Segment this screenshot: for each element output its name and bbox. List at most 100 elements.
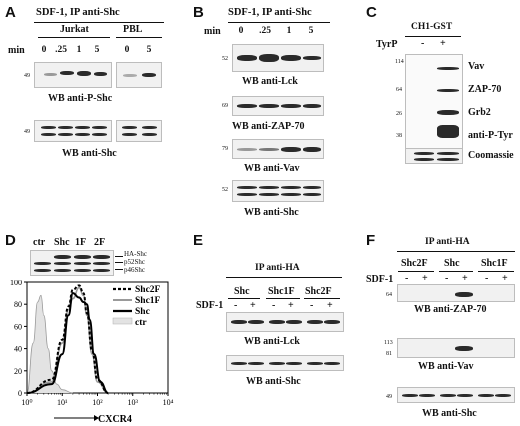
histogram-series-shc <box>26 292 109 394</box>
panel-d-band-hashc: HA-Shc <box>124 250 147 258</box>
panel-f-sign-4: - <box>485 273 489 284</box>
panel-c-tyrp-label: TyrP <box>376 39 398 50</box>
panel-c-plus: + <box>440 38 446 49</box>
panel-b-blot-shc <box>232 180 324 202</box>
panel-f-group-rule-3 <box>478 271 514 272</box>
panel-letter-c: C <box>366 4 377 21</box>
panel-a-title-rule <box>34 22 164 23</box>
histogram-series-ctr <box>26 294 73 394</box>
panel-e-blot1-label: WB anti-Lck <box>244 336 300 347</box>
y-tick-label: 20 <box>14 367 22 376</box>
panel-a-jurkat-rule <box>38 37 110 38</box>
panel-e-group-rule-2 <box>266 298 300 299</box>
histogram-series-shc2f <box>26 284 109 394</box>
panel-b-mw-shc: 52 <box>222 187 228 193</box>
panel-e-blot2-label: WB anti-Shc <box>246 376 301 387</box>
panel-a-blot-pshc-pbl <box>116 62 162 88</box>
x-tick-label: 10¹ <box>57 398 68 407</box>
panel-a-min-label: min <box>8 45 25 56</box>
panel-d-band-p52shc: p52Shc <box>124 258 145 266</box>
panel-e-sign-4: - <box>310 300 314 311</box>
panel-f-sign-5: + <box>502 273 508 284</box>
panel-d-lane-2f: 2F <box>94 237 106 248</box>
panel-c-blot-coomassie <box>405 148 463 164</box>
panel-a-blot-pshc-jurkat <box>34 62 112 88</box>
panel-a-time-3: 5 <box>94 45 100 55</box>
histogram-series-shc1f <box>26 286 109 394</box>
panel-b-blot-lck-label: WB anti-Lck <box>242 76 298 87</box>
panel-a-group-pbl: PBL <box>123 24 143 35</box>
panel-d-xlabel: CXCR4 <box>98 414 132 425</box>
panel-a-blot1-label: WB anti-P-Shc <box>48 93 113 104</box>
panel-e-sdf-label: SDF-1 <box>196 300 224 311</box>
panel-d-band-tick-1 <box>115 256 123 257</box>
panel-e-title: IP anti-HA <box>255 263 300 273</box>
panel-e-group-shc: Shc <box>234 286 250 297</box>
panel-b-mw-zap70: 69 <box>222 103 228 109</box>
panel-d-lane-1f: 1F <box>75 237 87 248</box>
panel-f-sign-3: + <box>462 273 468 284</box>
panel-e-sign-1: + <box>250 300 256 311</box>
y-tick-label: 60 <box>14 322 22 331</box>
panel-e-group-rule-1 <box>228 298 260 299</box>
x-tick-label: 10⁰ <box>21 398 32 407</box>
panel-f-mw-2b: 81 <box>386 351 392 357</box>
panel-letter-a: A <box>5 4 16 21</box>
panel-c-mw-0: 114 <box>395 59 404 65</box>
y-tick-label: 0 <box>18 389 22 398</box>
panel-b-time-1: .25 <box>259 26 271 36</box>
x-tick-label: 10⁴ <box>163 398 174 407</box>
panel-a-pbl-rule <box>116 37 162 38</box>
panel-a-mw-bottom: 49 <box>24 129 30 135</box>
panel-d-band-tick-3 <box>115 269 123 270</box>
panel-f-blot-zap70 <box>397 284 515 302</box>
panel-b-title: SDF-1, IP anti-Shc <box>228 7 312 18</box>
panel-e-sign-3: + <box>288 300 294 311</box>
panel-e-title-rule <box>226 277 342 278</box>
panel-f-title: IP anti-HA <box>425 237 470 247</box>
panel-c-blot-pulldown <box>405 54 463 152</box>
panel-f-blot1-label: WB anti-ZAP-70 <box>414 304 487 315</box>
panel-d-xlabel-arrowhead <box>94 415 99 421</box>
panel-b-blot-shc-label: WB anti-Shc <box>244 207 299 218</box>
panel-f-blot2-label: WB anti-Vav <box>418 361 474 372</box>
panel-a-pbl-time-1: 5 <box>146 45 152 55</box>
panel-b-mw-vav: 79 <box>222 146 228 152</box>
panel-f-group-rule-1 <box>398 271 434 272</box>
panel-e-group-shc2f: Shc2F <box>305 286 332 297</box>
panel-f-mw-2a: 113 <box>384 340 393 346</box>
panel-c-title: CH1-GST <box>411 22 453 32</box>
panel-b-time-3: 5 <box>308 26 314 36</box>
y-tick-label: 40 <box>14 345 22 354</box>
y-tick-label: 80 <box>14 300 22 309</box>
x-tick-label: 10² <box>92 398 103 407</box>
panel-a-title: SDF-1, IP anti-Shc <box>36 7 120 18</box>
panel-b-blot-lck <box>232 44 324 72</box>
panel-letter-e: E <box>193 232 204 249</box>
panel-c-label-anti-ptyr: anti-P-Tyr <box>468 130 513 141</box>
panel-f-sign-1: + <box>422 273 428 284</box>
panel-e-group-shc1f: Shc1F <box>268 286 295 297</box>
panel-e-blot-shc <box>226 355 344 371</box>
panel-e-group-rule-3 <box>304 298 340 299</box>
panel-f-sdf-label: SDF-1 <box>366 274 394 285</box>
panel-e-blot-lck <box>226 312 344 332</box>
panel-c-minus: - <box>421 38 425 49</box>
panel-letter-b: B <box>193 4 204 21</box>
panel-f-blot-vav <box>397 338 515 358</box>
panel-d-legend-swatch-ctr <box>112 317 133 325</box>
panel-f-group-shc1f: Shc1F <box>481 258 508 269</box>
panel-a-mw-top: 49 <box>24 73 30 79</box>
panel-letter-d: D <box>5 232 16 249</box>
panel-f-mw-3: 49 <box>386 394 392 400</box>
panel-c-title-rule <box>405 36 461 37</box>
panel-d-lane-ctr: ctr <box>33 237 46 248</box>
panel-f-sign-0: - <box>405 273 409 284</box>
panel-d-blot-expression <box>30 250 114 276</box>
panel-a-blot-shc-jurkat <box>34 120 112 142</box>
panel-a-blot-shc-pbl <box>116 120 162 142</box>
panel-b-time-2: 1 <box>286 26 292 36</box>
panel-a-time-0: 0 <box>41 45 47 55</box>
panel-d-lane-shc: Shc <box>54 237 70 248</box>
